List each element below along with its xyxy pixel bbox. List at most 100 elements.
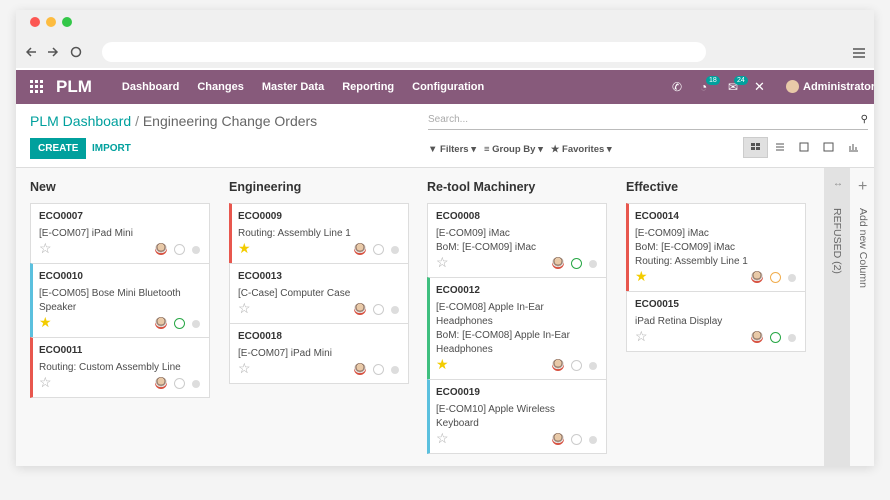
avatar xyxy=(552,257,564,269)
nav-buttons[interactable] xyxy=(26,45,86,59)
card-line: BoM: [E-COM09] iMac xyxy=(635,242,736,253)
activity-clock[interactable] xyxy=(174,378,185,389)
priority-star[interactable]: ☆ xyxy=(238,360,251,376)
activity-clock[interactable] xyxy=(174,244,185,255)
card-line: BoM: [E-COM08] Apple In-Ear Headphones xyxy=(436,330,570,355)
card-footer: ★ xyxy=(635,269,799,287)
menu-item[interactable]: Reporting xyxy=(342,81,395,93)
breadcrumb-current: Engineering Change Orders xyxy=(142,113,318,129)
view-switcher[interactable] xyxy=(749,142,861,152)
kanban-card[interactable]: ECO0019 [E-COM10] Apple Wireless Keyboard… xyxy=(427,379,607,454)
kanban-card[interactable]: ECO0015 iPad Retina Display ☆ xyxy=(626,291,806,352)
chat-icon[interactable]: ✉ xyxy=(728,80,739,94)
kanban-card[interactable]: ECO0012 [E-COM08] Apple In-Ear Headphones… xyxy=(427,277,607,380)
status-dot[interactable] xyxy=(391,306,399,314)
card-footer: ★ xyxy=(436,357,600,375)
menu-item[interactable]: Configuration xyxy=(412,81,485,93)
folded-column-title: REFUSED (2) xyxy=(831,208,843,274)
kanban-card[interactable]: ECO0008 [E-COM09] iMac BoM: [E-COM09] iMac… xyxy=(427,203,607,278)
column-title: Engineering xyxy=(229,180,302,194)
status-dot[interactable] xyxy=(192,246,200,254)
priority-star[interactable]: ★ xyxy=(39,314,52,330)
create-button[interactable]: CREATE xyxy=(30,138,87,159)
card-footer: ☆ xyxy=(238,361,402,379)
activity-clock[interactable] xyxy=(373,364,384,375)
kanban-card[interactable]: ECO0010 [E-COM05] Bose Mini Bluetooth Spe… xyxy=(30,263,210,338)
status-dot[interactable] xyxy=(589,362,597,370)
search-placeholder: Search... xyxy=(428,114,469,125)
import-button[interactable]: IMPORT xyxy=(92,143,131,154)
card-reference: ECO0007 xyxy=(39,211,83,222)
status-dot[interactable] xyxy=(391,366,399,374)
kanban-card[interactable]: ECO0011 Routing: Custom Assembly Line ☆ xyxy=(30,337,210,398)
add-column[interactable]: + Add new Column xyxy=(857,178,869,288)
status-dot[interactable] xyxy=(589,260,597,268)
status-dot[interactable] xyxy=(192,320,200,328)
activity-clock[interactable] xyxy=(373,244,384,255)
menu-icon[interactable] xyxy=(852,47,866,59)
activity-clock[interactable] xyxy=(571,360,582,371)
folded-column[interactable]: ↔ REFUSED (2) xyxy=(824,168,850,466)
priority-star[interactable]: ☆ xyxy=(39,240,52,256)
search-box[interactable]: Search... ⚲ xyxy=(428,114,868,130)
priority-star[interactable]: ☆ xyxy=(436,430,449,446)
minimize-dot[interactable] xyxy=(46,17,56,27)
priority-star[interactable]: ☆ xyxy=(635,328,648,344)
card-line: [E-COM08] Apple In-Ear Headphones xyxy=(436,302,544,327)
badge: 24 xyxy=(734,76,748,85)
priority-star[interactable]: ☆ xyxy=(39,374,52,390)
app-name[interactable]: PLM xyxy=(56,77,92,96)
close-icon[interactable]: ✕ xyxy=(754,79,765,94)
activity-clock[interactable] xyxy=(770,272,781,283)
priority-star[interactable]: ★ xyxy=(238,240,251,256)
menu-item[interactable]: Dashboard xyxy=(121,81,180,93)
breadcrumb: PLM Dashboard / Engineering Change Order… xyxy=(30,113,318,129)
maximize-dot[interactable] xyxy=(62,17,72,27)
filter-dropdown[interactable]: ★ Favorites ▾ xyxy=(550,144,612,155)
activity-clock[interactable] xyxy=(770,332,781,343)
breadcrumb-parent[interactable]: PLM Dashboard xyxy=(30,113,132,129)
priority-star[interactable]: ★ xyxy=(635,268,648,284)
browser-window: PLM Dashboard Changes Master Data Reporting… xyxy=(16,10,874,466)
activity-clock[interactable] xyxy=(174,318,185,329)
status-dot[interactable] xyxy=(589,436,597,444)
filter-dropdown[interactable]: ▼ Filters ▾ xyxy=(428,144,476,155)
kanban-card[interactable]: ECO0018 [E-COM07] iPad Mini ☆ xyxy=(229,323,409,384)
activity-icon[interactable]: ◔ xyxy=(700,80,708,94)
card-footer: ★ xyxy=(238,241,402,259)
close-dot[interactable] xyxy=(30,17,40,27)
activity-clock[interactable] xyxy=(373,304,384,315)
activity-clock[interactable] xyxy=(571,434,582,445)
avatar xyxy=(354,303,366,315)
status-dot[interactable] xyxy=(192,380,200,388)
card-reference: ECO0011 xyxy=(39,345,83,356)
kanban-view[interactable] xyxy=(743,137,768,158)
kanban-column: Effective ECO0014 [E-COM09] iMac BoM: [E-CO… xyxy=(626,168,806,352)
priority-star[interactable]: ☆ xyxy=(436,254,449,270)
kanban-card[interactable]: ECO0014 [E-COM09] iMac BoM: [E-COM09] iMac… xyxy=(626,203,806,292)
menu-item[interactable]: Master Data xyxy=(261,81,325,93)
filter-dropdown[interactable]: ≡ Group By ▾ xyxy=(483,144,543,155)
menu-item[interactable]: Changes xyxy=(197,81,244,93)
card-footer: ☆ xyxy=(39,241,203,259)
kanban-card[interactable]: ECO0007 [E-COM07] iPad Mini ☆ xyxy=(30,203,210,264)
priority-star[interactable]: ☆ xyxy=(238,300,251,316)
apps-icon[interactable] xyxy=(30,80,44,94)
kanban-card[interactable]: ECO0009 Routing: Assembly Line 1 ★ xyxy=(229,203,409,264)
status-dot[interactable] xyxy=(391,246,399,254)
card-reference: ECO0015 xyxy=(635,299,679,310)
filter-label: Filters xyxy=(440,144,469,155)
priority-star[interactable]: ★ xyxy=(436,356,449,372)
status-dot[interactable] xyxy=(788,334,796,342)
card-line: Routing: Custom Assembly Line xyxy=(39,362,181,373)
phone-icon[interactable]: ✆ xyxy=(672,80,683,94)
address-bar[interactable] xyxy=(102,42,706,62)
avatar xyxy=(552,433,564,445)
activity-clock[interactable] xyxy=(571,258,582,269)
card-footer: ☆ xyxy=(39,375,203,393)
card-reference: ECO0018 xyxy=(238,331,282,342)
kanban-card[interactable]: ECO0013 [C-Case] Computer Case ☆ xyxy=(229,263,409,324)
status-dot[interactable] xyxy=(788,274,796,282)
user-name[interactable]: Administrator xyxy=(803,81,874,93)
kanban-column: Re-tool Machinery ECO0008 [E-COM09] iMac Bo… xyxy=(427,168,607,454)
